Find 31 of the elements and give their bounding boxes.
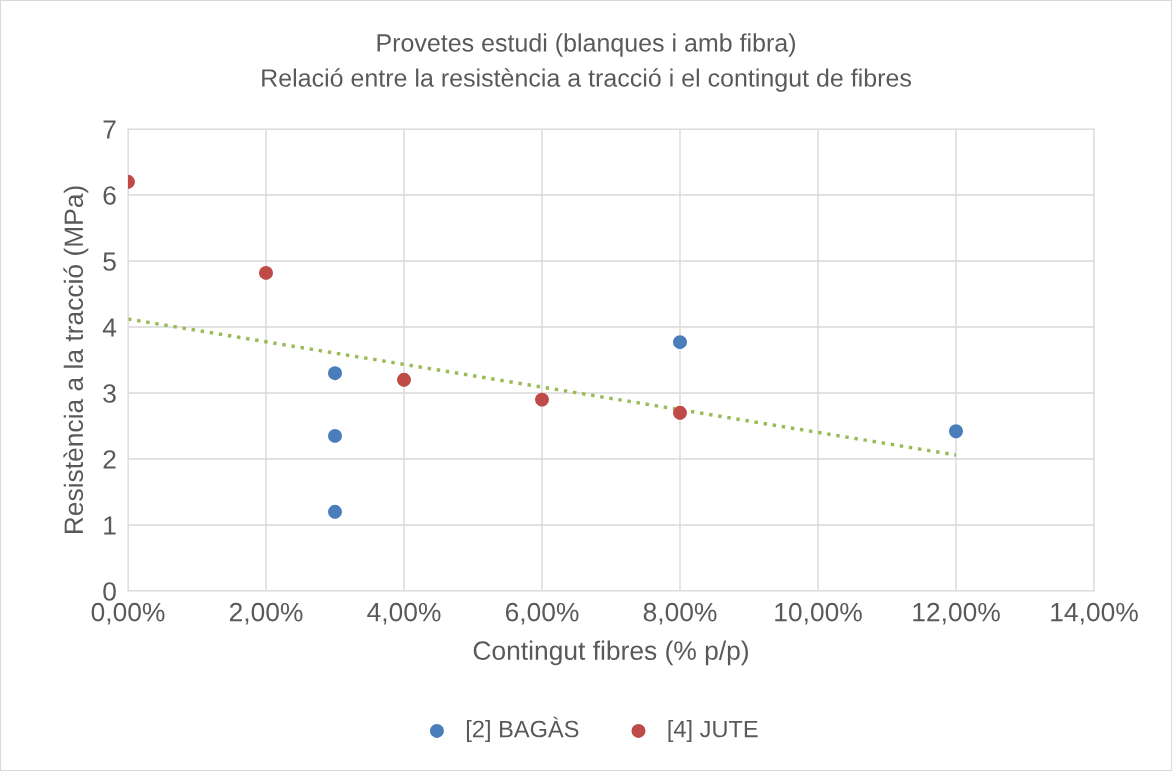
point xyxy=(259,265,273,280)
y-tick-label: 4 xyxy=(102,318,117,337)
x-tick-label: 0,00% xyxy=(91,602,165,625)
x-tick-label: 12,00% xyxy=(913,602,1000,625)
x-axis-title: Contingut fibres (% p/p) xyxy=(473,640,748,666)
y-tick-label: 2 xyxy=(103,450,116,469)
chart-subtitle: Relació entre la resistència a tracció i el contingut de fibres xyxy=(262,68,911,92)
legend-label: [2] BAGÀS xyxy=(466,716,579,743)
x-tick-label: 6,00% xyxy=(505,602,579,625)
y-tick-label: 3 xyxy=(103,384,116,403)
x-tick-label: 8,00% xyxy=(643,602,717,625)
x-tick-label: 4,00% xyxy=(367,602,441,625)
chart-title: Provetes estudi (blanques i amb fibra) xyxy=(377,33,795,57)
point xyxy=(328,504,342,519)
point xyxy=(673,405,687,420)
x-tick-label: 2,00% xyxy=(229,602,303,625)
y-tick-label: 0 xyxy=(103,582,116,601)
y-tick-label: 7 xyxy=(103,120,116,139)
point xyxy=(673,335,687,350)
point xyxy=(397,372,411,387)
y-tick-label: 5 xyxy=(103,252,116,271)
y-axis-title: Resistència a la tracció (MPa) xyxy=(63,186,89,534)
point xyxy=(535,392,549,407)
x-tick-label: 14,00% xyxy=(1051,602,1138,625)
x-tick-label: 10,00% xyxy=(775,602,862,625)
y-tick-label: 1 xyxy=(104,516,116,535)
y-tick-label: 6 xyxy=(103,186,116,205)
legend-label: [4] JUTE xyxy=(668,720,758,743)
point xyxy=(949,424,963,439)
point xyxy=(328,428,342,443)
point xyxy=(328,366,342,381)
